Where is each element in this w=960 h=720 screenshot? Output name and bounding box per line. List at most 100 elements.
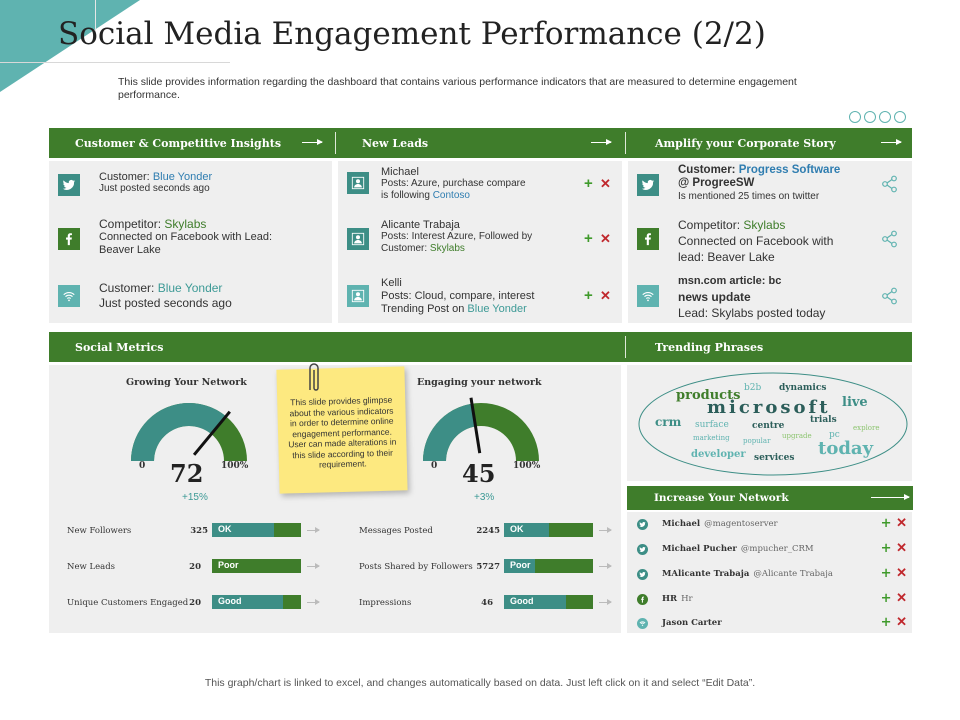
add-connection-button[interactable]: + bbox=[880, 615, 892, 630]
pagination-dot[interactable] bbox=[864, 111, 876, 123]
cloud-word[interactable]: upgrade bbox=[782, 432, 812, 440]
network-row[interactable]: Michael @magentoserver + ✕ bbox=[637, 513, 907, 535]
lead-item[interactable]: Michael Posts: Azure, purchase compare i… bbox=[381, 166, 526, 202]
amplify-link[interactable]: Skylabs bbox=[743, 218, 786, 232]
insight-name[interactable]: Skylabs bbox=[164, 217, 207, 231]
cloud-word[interactable]: services bbox=[754, 453, 795, 463]
share-icon[interactable] bbox=[881, 287, 899, 305]
cloud-word[interactable]: popular bbox=[743, 437, 771, 445]
insight-name[interactable]: Blue Yonder bbox=[152, 171, 213, 183]
metric-label: New Leads bbox=[67, 562, 115, 572]
cloud-word[interactable]: developer bbox=[691, 449, 746, 460]
share-icon[interactable] bbox=[881, 175, 899, 193]
amplify-label: Competitor: bbox=[678, 218, 744, 232]
network-row[interactable]: Michael Pucher @mpucher_CRM + ✕ bbox=[637, 538, 907, 560]
add-lead-button[interactable]: + bbox=[584, 287, 593, 304]
cloud-word[interactable]: trials bbox=[810, 415, 837, 425]
lead-item[interactable]: Kelli Posts: Cloud, compare, interest Tr… bbox=[381, 277, 534, 316]
metric-label: Messages Posted bbox=[359, 526, 433, 536]
dismiss-lead-button[interactable]: ✕ bbox=[600, 231, 611, 246]
lead-link[interactable]: Blue Yonder bbox=[467, 303, 527, 315]
section-title: Social Metrics bbox=[75, 340, 164, 354]
page-title: Social Media Engagement Performance (2/2… bbox=[58, 16, 766, 52]
insight-item[interactable]: Customer: Blue Yonder Just posted second… bbox=[99, 171, 212, 195]
network-row[interactable]: HR Hr + ✕ bbox=[637, 588, 907, 610]
insight-item[interactable]: Customer: Blue Yonder Just posted second… bbox=[99, 281, 232, 311]
network-handle: @Alicante Trabaja bbox=[753, 569, 833, 579]
lead-item[interactable]: Alicante Trabaja Posts: Interest Azure, … bbox=[381, 219, 532, 255]
amplify-detail: Connected on Facebook with bbox=[678, 234, 834, 248]
cloud-word[interactable]: live bbox=[842, 395, 868, 410]
section-title: Amplify your Corporate Story bbox=[655, 136, 836, 150]
arrow-right-icon bbox=[591, 139, 612, 145]
cloud-word[interactable]: products bbox=[676, 388, 741, 403]
add-connection-button[interactable]: + bbox=[880, 541, 892, 556]
header-social-metrics: Social Metrics bbox=[49, 332, 626, 362]
lead-detail: Posts: Cloud, compare, interest bbox=[381, 290, 535, 302]
add-lead-button[interactable]: + bbox=[584, 230, 593, 247]
add-connection-button[interactable]: + bbox=[880, 566, 892, 581]
insight-name[interactable]: Blue Yonder bbox=[157, 281, 223, 295]
metric-bar-fill bbox=[212, 595, 284, 609]
network-row[interactable]: MAlicante Trabaja @Alicante Trabaja + ✕ bbox=[637, 563, 907, 585]
cloud-word[interactable]: today bbox=[818, 438, 874, 459]
dismiss-connection-button[interactable]: ✕ bbox=[896, 541, 907, 556]
top-header-bar: Customer & Competitive Insights New Lead… bbox=[49, 128, 912, 158]
share-icon[interactable] bbox=[881, 230, 899, 248]
amplify-item[interactable]: msn.com article: bc news update Lead: Sk… bbox=[678, 273, 825, 321]
dismiss-connection-button[interactable]: ✕ bbox=[896, 591, 907, 606]
metric-label: Impressions bbox=[359, 598, 412, 608]
cloud-word[interactable]: centre bbox=[752, 421, 785, 431]
section-title: Increase Your Network bbox=[654, 492, 789, 504]
lead-link[interactable]: Contoso bbox=[432, 190, 470, 201]
lead-link[interactable]: Skylabs bbox=[429, 243, 465, 254]
sticky-note: This slide provides glimpse about the va… bbox=[276, 366, 408, 494]
cloud-word[interactable]: marketing bbox=[693, 434, 730, 442]
add-connection-button[interactable]: + bbox=[880, 516, 892, 531]
amplify-link[interactable]: Progress Software bbox=[738, 164, 841, 176]
cloud-word[interactable]: crm bbox=[655, 415, 682, 429]
dismiss-connection-button[interactable]: ✕ bbox=[896, 615, 907, 630]
add-connection-button[interactable]: + bbox=[880, 591, 892, 606]
dismiss-connection-button[interactable]: ✕ bbox=[896, 516, 907, 531]
lead-detail: Posts: Interest Azure, Followed by bbox=[381, 231, 533, 242]
add-lead-button[interactable]: + bbox=[584, 175, 593, 192]
cloud-word[interactable]: surface bbox=[695, 420, 729, 430]
cloud-word[interactable]: dynamics bbox=[779, 383, 827, 393]
network-row[interactable]: Jason Carter + ✕ bbox=[637, 612, 907, 634]
pagination-dot[interactable] bbox=[894, 111, 906, 123]
cloud-word[interactable]: pc bbox=[829, 430, 840, 440]
amplify-item[interactable]: Competitor: Skylabs Connected on Faceboo… bbox=[678, 217, 833, 265]
amplify-item[interactable]: Customer: Progress Software @ ProgreeSW … bbox=[678, 164, 840, 203]
network-name: Michael Pucher bbox=[662, 544, 737, 554]
facebook-icon bbox=[637, 228, 659, 250]
twitter-icon bbox=[637, 174, 659, 196]
arrow-right-icon bbox=[307, 599, 320, 605]
lead-detail: is following bbox=[381, 190, 433, 201]
corner-decoration bbox=[0, 0, 140, 92]
insight-item[interactable]: Competitor: Skylabs Connected on Faceboo… bbox=[99, 218, 272, 257]
pagination-dot[interactable] bbox=[849, 111, 861, 123]
dismiss-lead-button[interactable]: ✕ bbox=[600, 288, 611, 303]
network-name: MAlicante Trabaja bbox=[662, 569, 750, 579]
cloud-word[interactable]: explore bbox=[853, 424, 880, 432]
lead-name: Kelli bbox=[381, 277, 402, 289]
metric-bar: OK bbox=[212, 523, 301, 537]
metric-value: 20 bbox=[189, 562, 201, 572]
cloud-word[interactable]: microsoft bbox=[707, 397, 831, 418]
arrow-right-icon bbox=[599, 563, 612, 569]
person-icon bbox=[347, 285, 369, 307]
gauge-min: 0 bbox=[139, 461, 146, 471]
network-panel bbox=[627, 512, 912, 633]
metric-status: Poor bbox=[218, 560, 239, 570]
cloud-word[interactable]: b2b bbox=[744, 383, 762, 393]
pagination-dot[interactable] bbox=[879, 111, 891, 123]
gauge-fill bbox=[423, 403, 476, 461]
dismiss-lead-button[interactable]: ✕ bbox=[600, 176, 611, 191]
insight-label: Competitor: bbox=[99, 217, 162, 231]
facebook-icon bbox=[58, 228, 80, 250]
dismiss-connection-button[interactable]: ✕ bbox=[896, 566, 907, 581]
customer-insights-panel bbox=[49, 161, 332, 323]
amplify-detail: Is mentioned 25 times on twitter bbox=[678, 191, 820, 202]
insight-detail: Connected on Facebook with Lead: bbox=[99, 231, 273, 243]
